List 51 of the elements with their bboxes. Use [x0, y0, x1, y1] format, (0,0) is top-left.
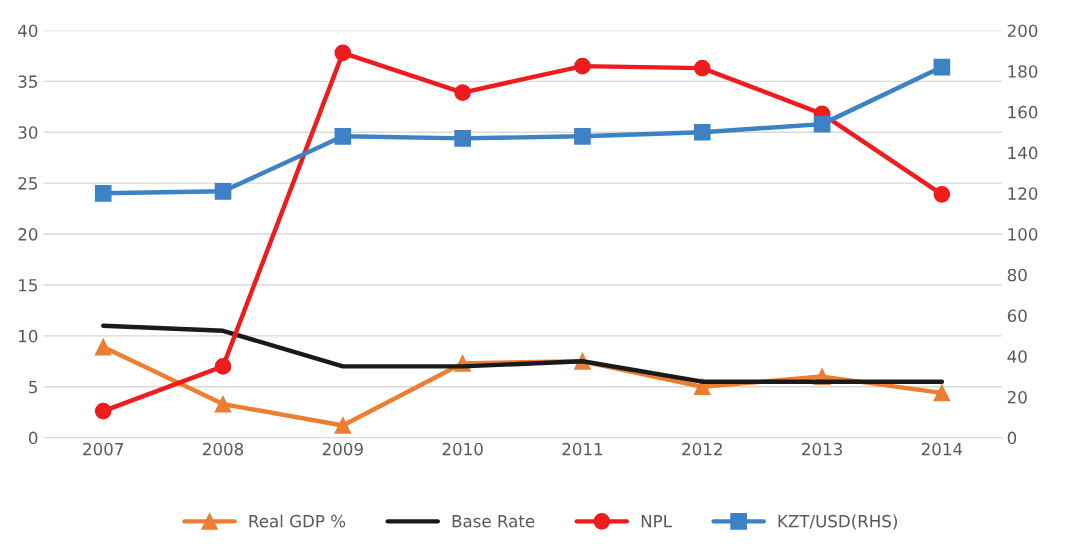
y2-tick-label: 60: [1007, 309, 1027, 323]
x-tick-label: 2009: [322, 442, 363, 456]
y-tick-label: 25: [18, 177, 37, 190]
point: [574, 57, 591, 75]
y-tick-label: 15: [19, 279, 37, 292]
point: [94, 338, 112, 356]
y2-tick-label: 120: [1008, 187, 1038, 200]
legend-label: NPL: [641, 515, 672, 528]
legend-label: Base Rate: [452, 515, 535, 528]
x-tick-label: 2014: [921, 442, 963, 456]
y2-tick-label: 100: [1008, 228, 1038, 241]
point: [574, 128, 591, 145]
x-tick-label: 2008: [203, 442, 244, 456]
point: [454, 84, 471, 101]
x-tick-label: 2007: [83, 442, 124, 456]
point: [214, 358, 232, 375]
y2-tick-label: 140: [1008, 146, 1038, 160]
point: [334, 44, 352, 62]
point: [214, 395, 232, 413]
x-tick-label: 2012: [682, 442, 722, 456]
point: [933, 186, 951, 203]
point: [933, 58, 951, 76]
point: [334, 128, 352, 145]
point: [813, 115, 831, 133]
point: [214, 182, 232, 200]
point: [454, 130, 471, 147]
legend-label: Real GDP %: [249, 514, 346, 528]
y2-tick-label: 200: [1007, 24, 1038, 38]
y-tick-label: 5: [29, 380, 37, 394]
x-tick-label: 2013: [802, 442, 842, 456]
y-tick-label: 10: [19, 329, 38, 343]
y2-tick-label: 40: [1007, 350, 1027, 363]
point: [693, 123, 711, 141]
x-tick-label: 2011: [562, 442, 603, 456]
y2-tick-label: 0: [1007, 431, 1017, 445]
point: [94, 185, 112, 202]
point: [94, 402, 112, 420]
y2-tick-label: 180: [1008, 65, 1038, 78]
y-tick-label: 30: [18, 126, 38, 139]
point: [933, 384, 951, 402]
y2-tick-label: 160: [1008, 105, 1038, 119]
y-tick-label: 40: [18, 24, 38, 38]
x-tick-label: 2010: [442, 442, 483, 456]
y-tick-label: 20: [18, 228, 38, 241]
y2-tick-label: 80: [1007, 268, 1027, 282]
point: [693, 59, 711, 77]
y-tick-label: 0: [28, 431, 38, 445]
y-tick-label: 35: [18, 75, 37, 88]
y2-tick-label: 20: [1007, 390, 1027, 404]
point: [334, 417, 352, 434]
legend-label: KZT/USD(RHS): [778, 514, 897, 530]
